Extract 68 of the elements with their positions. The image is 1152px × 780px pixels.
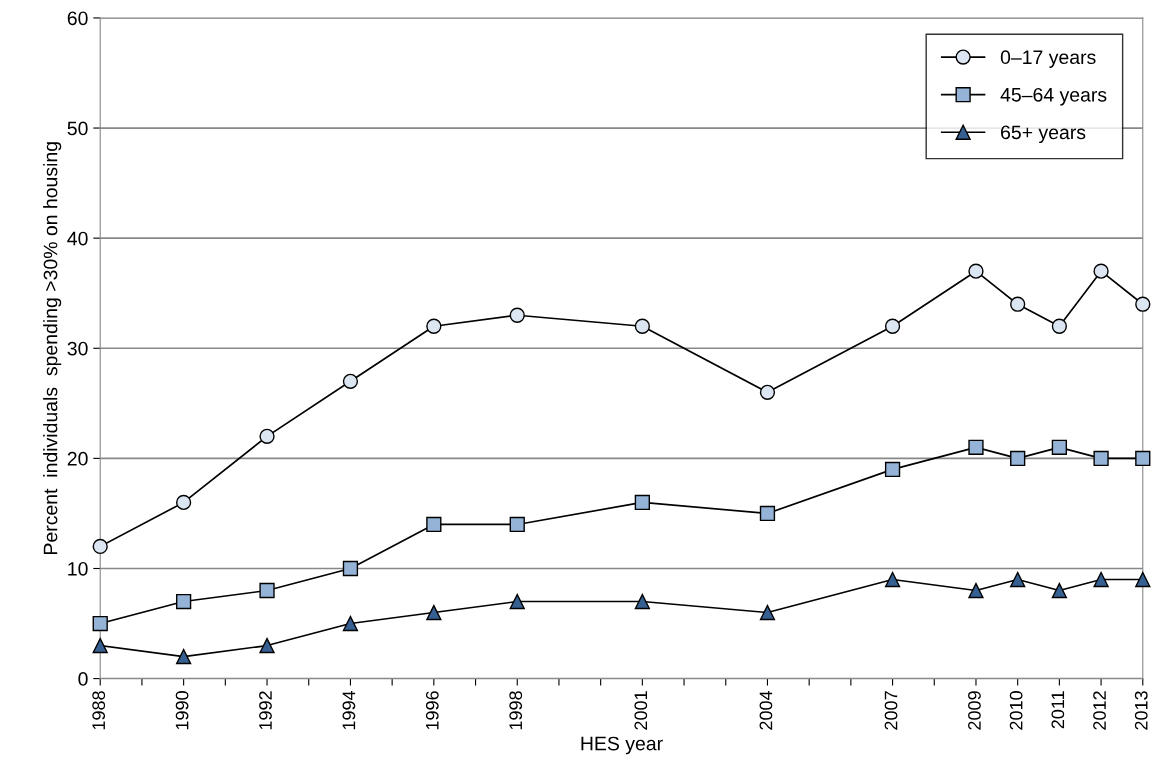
x-tick-label: 2013 (1134, 691, 1148, 730)
point (968, 582, 984, 599)
point (509, 516, 525, 533)
point (1010, 450, 1026, 467)
point (968, 439, 984, 456)
y-tick-label: 60 (67, 11, 88, 26)
point (884, 571, 901, 588)
point (92, 615, 108, 632)
point (884, 318, 901, 334)
x-tick-label: 2011 (1051, 691, 1065, 729)
x-tick-label: 1994 (342, 690, 356, 730)
point (884, 461, 901, 478)
point (175, 593, 192, 610)
x-tick-label: 1990 (175, 691, 189, 730)
point (634, 494, 650, 511)
point (342, 373, 359, 389)
x-axis-title: HES year (581, 736, 663, 755)
point (968, 263, 984, 279)
x-tick-label: 2001 (634, 691, 648, 730)
point (175, 648, 192, 665)
point (759, 384, 776, 400)
point (1010, 571, 1026, 588)
point (1135, 571, 1151, 588)
point (634, 318, 650, 334)
point (1135, 296, 1151, 312)
x-tick-label: 2007 (884, 691, 898, 730)
point (259, 582, 275, 599)
x-tick-label: 1992 (259, 691, 272, 730)
point (1051, 318, 1068, 334)
point (759, 604, 776, 621)
point (175, 494, 192, 511)
point (1093, 450, 1109, 467)
y-tick-label: 0 (78, 672, 88, 686)
point (1093, 571, 1109, 588)
x-tick-label: 1996 (425, 691, 439, 730)
y-tick-label: 40 (67, 231, 88, 246)
point (259, 637, 275, 654)
legend-label: 65+ years (1001, 125, 1086, 144)
x-tick-label: 2012 (1093, 691, 1106, 730)
point (509, 307, 525, 323)
point (342, 615, 359, 632)
point (426, 516, 442, 533)
point (426, 318, 442, 334)
point (1051, 582, 1068, 599)
point (1051, 439, 1068, 456)
x-tick-label: 2004 (759, 690, 773, 730)
x-tick-label: 1998 (509, 691, 523, 730)
point (1093, 263, 1109, 279)
legend-label: 0–17 years (1000, 50, 1096, 68)
point (1010, 296, 1026, 312)
y-tick-label: 10 (68, 561, 88, 576)
point (259, 428, 275, 444)
point (426, 604, 442, 621)
x-tick-label: 2010 (1009, 691, 1023, 730)
point (759, 505, 776, 522)
point (634, 593, 650, 610)
point (509, 593, 525, 610)
y-tick-label: 50 (67, 121, 88, 136)
point (342, 560, 359, 577)
point (92, 538, 108, 555)
x-tick-label: 2009 (968, 691, 981, 730)
x-tick-label: 1988 (92, 691, 106, 730)
point (92, 637, 108, 654)
y-tick-label: 20 (67, 451, 88, 466)
y-tick-label: 30 (67, 341, 88, 356)
legend-label: 45–64 years (1000, 87, 1107, 106)
y-axis-title: Percent individuals spending >30% on housing (43, 142, 62, 554)
point (1135, 450, 1151, 467)
